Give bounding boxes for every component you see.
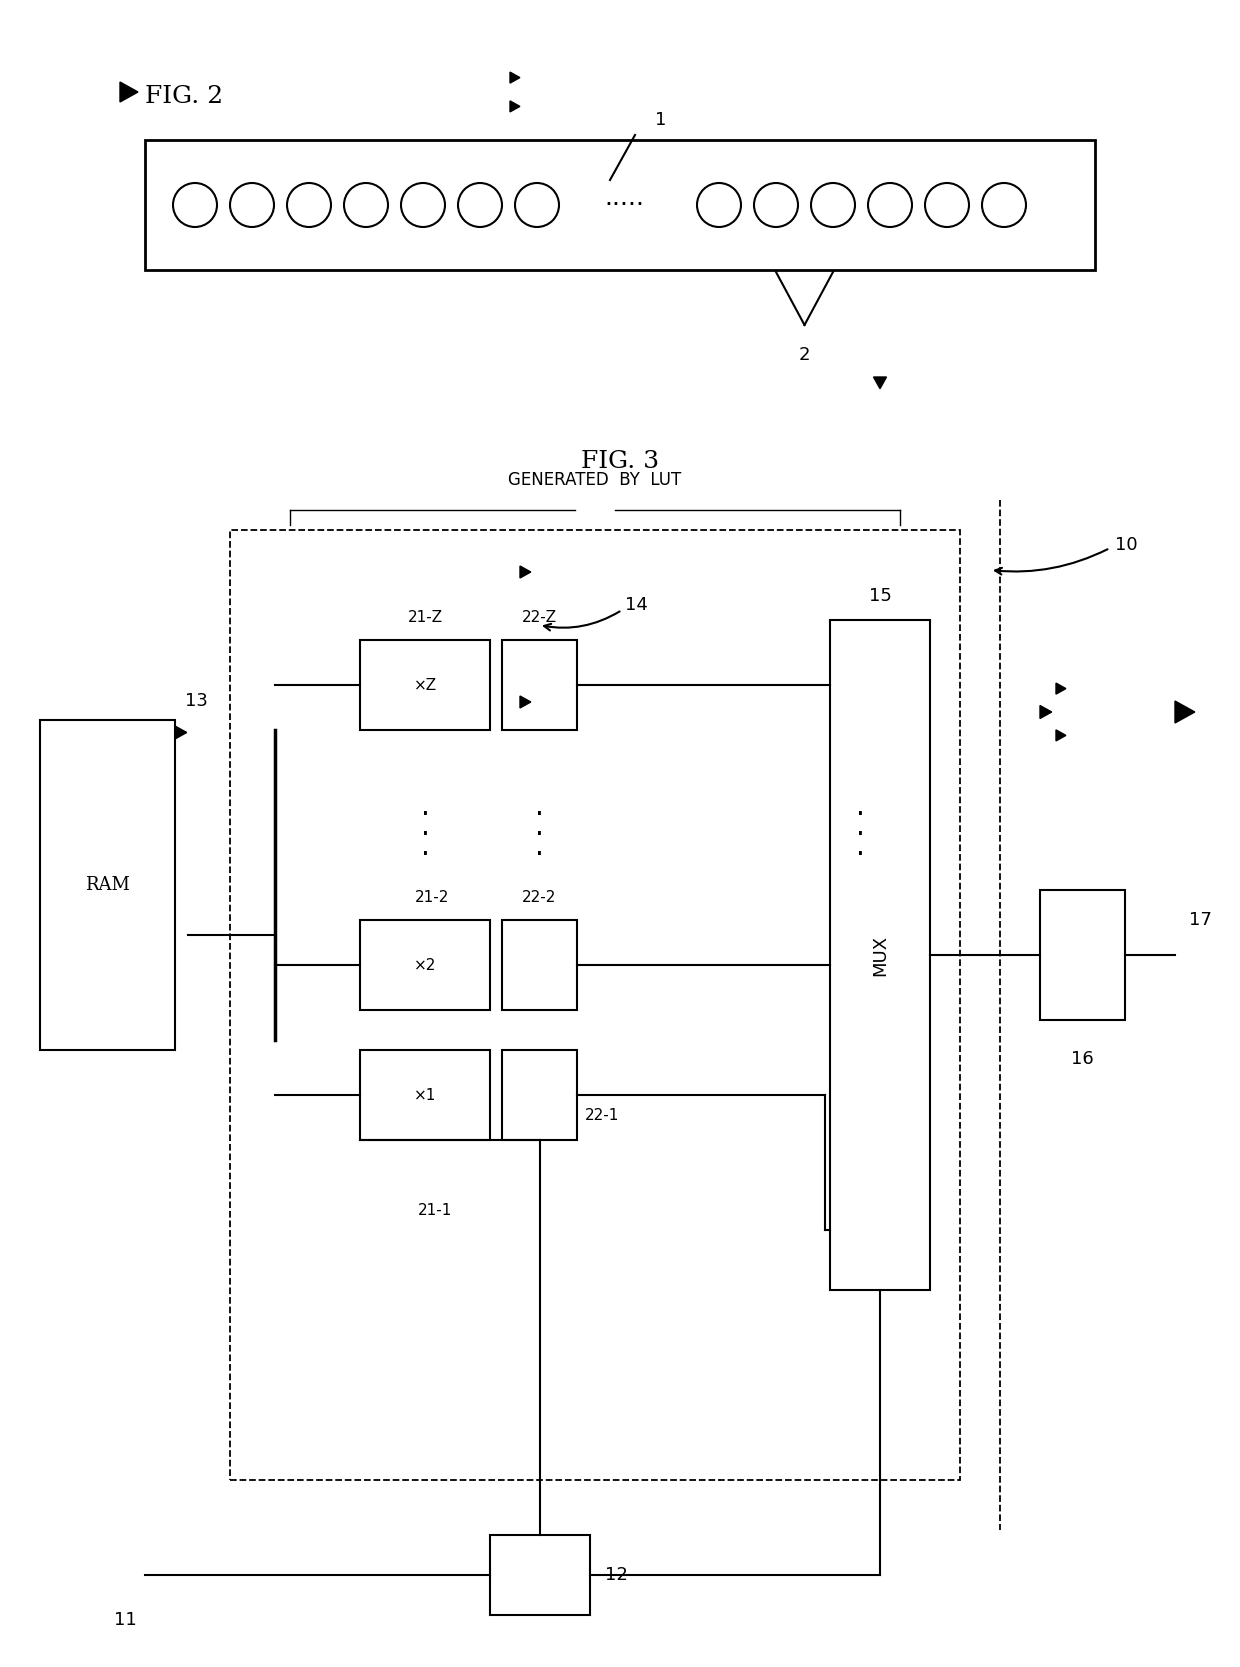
- Polygon shape: [873, 377, 887, 388]
- Text: ·: ·: [534, 822, 543, 849]
- Polygon shape: [1040, 705, 1052, 718]
- Polygon shape: [510, 102, 520, 112]
- Polygon shape: [175, 727, 187, 738]
- Text: 21-2: 21-2: [415, 890, 449, 905]
- Text: 1: 1: [655, 112, 666, 128]
- Text: ·: ·: [420, 840, 429, 869]
- Bar: [502, 920, 577, 1010]
- Bar: [40, 720, 175, 1050]
- Text: 11: 11: [114, 1610, 136, 1629]
- Text: 21-Z: 21-Z: [408, 610, 443, 625]
- Text: ×Z: ×Z: [413, 677, 436, 692]
- Polygon shape: [1056, 730, 1066, 740]
- Bar: [360, 1050, 490, 1140]
- Text: 13: 13: [185, 692, 208, 710]
- Text: ×2: ×2: [414, 957, 436, 972]
- Bar: [360, 920, 490, 1010]
- Text: 12: 12: [605, 1565, 627, 1584]
- Text: MUX: MUX: [870, 935, 889, 975]
- Bar: [490, 1535, 590, 1615]
- Bar: [1040, 890, 1125, 1020]
- Polygon shape: [510, 72, 520, 83]
- Polygon shape: [520, 567, 531, 578]
- Text: 17: 17: [1189, 910, 1211, 929]
- Text: ·: ·: [534, 802, 543, 828]
- Polygon shape: [520, 697, 531, 708]
- Text: GENERATED  BY  LUT: GENERATED BY LUT: [508, 472, 682, 488]
- Bar: [229, 530, 960, 1480]
- Text: 14: 14: [625, 597, 647, 613]
- Text: 22-Z: 22-Z: [522, 610, 557, 625]
- Text: 16: 16: [1070, 1050, 1094, 1069]
- Text: ·····: ·····: [604, 193, 644, 217]
- Text: 22-1: 22-1: [585, 1107, 619, 1122]
- Bar: [502, 1050, 577, 1140]
- Text: ·: ·: [856, 802, 864, 828]
- Text: ·: ·: [420, 802, 429, 828]
- Bar: [830, 620, 930, 1290]
- Polygon shape: [1056, 683, 1066, 693]
- Bar: [360, 640, 490, 730]
- Text: ·: ·: [856, 840, 864, 869]
- Polygon shape: [120, 82, 138, 102]
- Text: RAM: RAM: [84, 875, 129, 894]
- Text: ·: ·: [534, 840, 543, 869]
- Text: ·: ·: [420, 822, 429, 849]
- Text: 15: 15: [868, 587, 892, 605]
- Text: 2: 2: [799, 347, 810, 363]
- Polygon shape: [1176, 702, 1195, 723]
- Text: FIG. 3: FIG. 3: [580, 450, 660, 473]
- Text: 21-1: 21-1: [418, 1202, 453, 1217]
- Text: ·: ·: [856, 822, 864, 849]
- Bar: [502, 640, 577, 730]
- Bar: [145, 140, 1095, 270]
- Text: 22-2: 22-2: [522, 890, 557, 905]
- Text: ×1: ×1: [414, 1087, 436, 1102]
- Text: 10: 10: [1115, 537, 1137, 553]
- Text: FIG. 2: FIG. 2: [145, 85, 223, 108]
- Polygon shape: [520, 975, 531, 989]
